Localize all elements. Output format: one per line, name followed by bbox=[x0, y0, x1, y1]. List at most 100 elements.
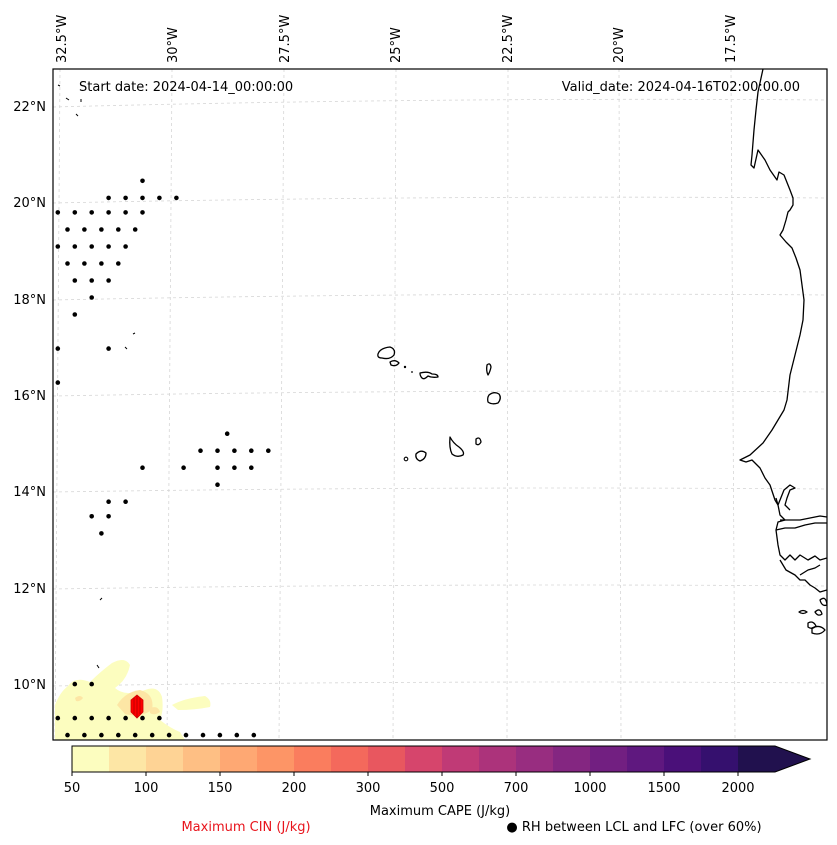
rh-dot bbox=[65, 261, 70, 266]
rh-dot bbox=[55, 346, 61, 351]
island-maio bbox=[475, 437, 482, 446]
rh-dot bbox=[99, 227, 104, 232]
gridline-lon bbox=[278, 69, 285, 740]
colorbar-ticks: 50 100 150 200 300 500 700 1000 1500 2000 bbox=[64, 772, 755, 796]
island-brava bbox=[403, 456, 409, 462]
rh-dot bbox=[106, 499, 111, 505]
rh-dot bbox=[224, 431, 230, 437]
rh-dot bbox=[106, 715, 111, 721]
rh-dot bbox=[183, 732, 189, 738]
colorbar-tick-label: 1000 bbox=[573, 781, 606, 796]
cape-area-50 bbox=[55, 659, 185, 740]
lon-tick-label: 20°W bbox=[612, 27, 627, 63]
rh-dot bbox=[89, 244, 94, 249]
colorbar-segment bbox=[294, 746, 332, 772]
colorbar-frame bbox=[71, 745, 812, 773]
gridline-lon bbox=[54, 69, 61, 740]
rh-dot bbox=[82, 732, 87, 738]
cin-contour bbox=[130, 694, 144, 719]
colorbar-segment bbox=[664, 746, 702, 772]
colorbar-segment bbox=[146, 746, 184, 772]
colorbar-segment bbox=[331, 746, 369, 772]
border-gambia-south bbox=[775, 522, 827, 531]
gridline-lat bbox=[53, 293, 827, 301]
colorbar-segment bbox=[109, 746, 147, 772]
rh-dot bbox=[106, 514, 111, 519]
coastline-senegal-gambia bbox=[775, 484, 827, 561]
gridline-lat bbox=[53, 390, 827, 397]
fragment bbox=[57, 84, 61, 87]
rh-dot bbox=[140, 178, 145, 184]
lat-tick-label: 16°N bbox=[13, 389, 46, 404]
rh-dot bbox=[116, 261, 121, 266]
lon-tick-label: 27.5°W bbox=[278, 15, 293, 63]
lat-tick-labels: 22°N 20°N 18°N 16°N 14°N 12°N 10°N bbox=[13, 100, 46, 693]
rh-dot bbox=[72, 210, 78, 215]
cape-area-75 bbox=[150, 707, 160, 715]
cin-contour-lines bbox=[133, 696, 141, 717]
colorbar-segments bbox=[72, 746, 810, 772]
rh-dot bbox=[132, 227, 138, 232]
rh-dot bbox=[149, 732, 155, 738]
rh-dot bbox=[99, 531, 104, 536]
map-panel: Start date: 2024-04-14_00:00:00 Valid_da… bbox=[13, 15, 828, 741]
cape-area-50 bbox=[172, 696, 211, 710]
lon-tick-label: 30°W bbox=[166, 27, 181, 63]
cape-area-75 bbox=[75, 696, 83, 702]
map-frame bbox=[52, 68, 828, 741]
island-sal bbox=[486, 363, 492, 376]
island-bijagos bbox=[819, 597, 827, 607]
colorbar-segment bbox=[368, 746, 406, 772]
lat-tick-label: 20°N bbox=[13, 196, 46, 211]
rh-dot bbox=[132, 732, 138, 738]
rh-dot bbox=[251, 732, 257, 738]
map-background bbox=[53, 69, 827, 740]
colorbar-tick-label: 150 bbox=[208, 781, 233, 796]
fragment bbox=[99, 597, 103, 601]
rh-dot bbox=[140, 195, 145, 201]
rh-dot bbox=[72, 715, 78, 721]
colorbar-segment bbox=[516, 746, 554, 772]
gridline-lon bbox=[730, 69, 736, 740]
gridline-lon bbox=[392, 69, 397, 740]
gridline-lat bbox=[53, 98, 827, 108]
rh-dot bbox=[89, 210, 94, 215]
rh-dots bbox=[55, 178, 271, 738]
coastline-guinea-bissau bbox=[779, 559, 827, 593]
rh-dot bbox=[106, 278, 111, 283]
gridline-lon bbox=[618, 69, 622, 740]
colorbar-segment bbox=[220, 746, 258, 772]
border-gambia bbox=[780, 515, 827, 521]
island-bijagos bbox=[811, 625, 826, 635]
rh-dot bbox=[215, 482, 220, 488]
colorbar-extend-arrow bbox=[738, 746, 810, 772]
colorbar-segment bbox=[257, 746, 295, 772]
colorbar-label: Maximum CAPE (J/kg) bbox=[370, 804, 510, 819]
gridline-lat bbox=[53, 196, 827, 204]
rh-dot bbox=[89, 514, 94, 519]
rh-dot bbox=[106, 195, 111, 201]
rh-dot bbox=[116, 732, 121, 738]
rh-dot bbox=[99, 261, 104, 266]
rh-dot bbox=[55, 380, 61, 385]
gridline-lat bbox=[53, 487, 827, 493]
colorbar-tick-label: 1500 bbox=[647, 781, 680, 796]
colorbar-tick-label: 500 bbox=[430, 781, 455, 796]
colorbar-tick-label: 50 bbox=[64, 781, 81, 796]
fragment bbox=[96, 664, 100, 669]
fragment bbox=[75, 113, 79, 117]
rh-dot bbox=[65, 227, 70, 232]
rh-dot bbox=[249, 465, 254, 471]
rh-dot bbox=[232, 448, 237, 454]
lon-tick-label: 25°W bbox=[389, 27, 404, 63]
lat-tick-label: 22°N bbox=[13, 100, 46, 115]
rh-dot bbox=[217, 732, 223, 738]
gridlines bbox=[53, 69, 827, 740]
island-sao-nicolau bbox=[419, 371, 439, 380]
rh-dot bbox=[140, 465, 145, 471]
cape-verde-islands bbox=[377, 346, 501, 462]
colorbar-segment bbox=[405, 746, 443, 772]
cape-area-50 bbox=[110, 669, 125, 678]
colorbar-tick-label: 700 bbox=[504, 781, 529, 796]
rh-dot bbox=[72, 278, 78, 283]
